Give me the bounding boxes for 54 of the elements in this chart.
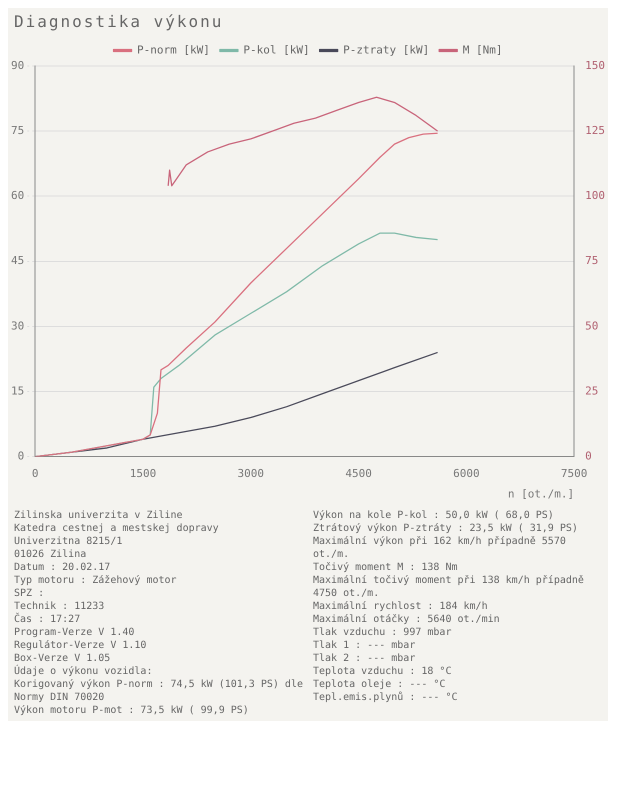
x-axis-title: n [ot./m.]: [508, 487, 574, 500]
legend-label: M [Nm]: [462, 43, 502, 56]
legend-label: P-kol [kW]: [243, 43, 310, 56]
y2-tick-label: 50: [585, 319, 598, 332]
y2-tick-label: 125: [585, 124, 606, 137]
text: Výkon na kole P-kol : 50,0 kW ( 68,0 PS): [313, 509, 555, 522]
text: SPZ :: [14, 587, 46, 600]
text: Katedra cestnej a mestskej dopravy: [14, 522, 220, 535]
text: Korigovaný výkon P-norm : 74,5 kW (101,3 PS) dle Normy DIN 70020: [14, 678, 303, 704]
text: 01026 Zilina: [14, 548, 88, 561]
x-tick-label: 0: [32, 467, 39, 480]
y-tick-label: 0: [18, 449, 24, 462]
text: Maximální točivý moment při 138 km/h případně 4750 ot./m.: [313, 574, 585, 600]
y-tick-label: 75: [10, 124, 24, 137]
legend-label: P-ztraty [kW]: [343, 43, 430, 56]
x-tick-label: 6000: [453, 467, 480, 480]
legend-label: P-norm [kW]: [137, 43, 210, 56]
x-tick-label: 3000: [238, 467, 264, 480]
x-tick-label: 4500: [345, 467, 372, 480]
y-tick-label: 90: [10, 58, 24, 72]
y-tick-label: 30: [10, 319, 24, 332]
text: Maximální výkon při 162 km/h případně 5570 ot./m.: [313, 535, 567, 561]
text: Tepl.emis.plynů : --- °C: [313, 691, 458, 704]
text: Točivý moment M : 138 Nm: [313, 561, 458, 574]
text: Program-Verze V 1.40: [14, 626, 136, 639]
text: Ztrátový výkon P-ztráty : 23,5 kW ( 31,9 PS): [313, 522, 579, 535]
text: Tlak 1 : --- mbar: [313, 639, 416, 652]
text: Čas : 17:27: [14, 613, 82, 626]
text: Tlak 2 : --- mbar: [313, 652, 416, 665]
text: Údaje o výkonu vozidla:: [14, 665, 154, 678]
x-tick-label: 1500: [130, 467, 156, 480]
y-tick-label: 60: [10, 189, 24, 202]
text: Datum : 20.02.17: [14, 561, 112, 574]
text: Teplota oleje : --- °C: [313, 678, 446, 691]
text: Maximální otáčky : 5640 ot./min: [313, 613, 501, 626]
text: Regulátor-Verze V 1.10: [14, 639, 148, 652]
x-tick-label: 7500: [560, 467, 588, 480]
text: Technik : 11233: [14, 600, 106, 612]
y2-tick-label: 150: [585, 58, 606, 72]
text: Typ motoru : Zážehový motor: [14, 574, 178, 587]
text: Box-Verze V 1.05: [14, 652, 112, 664]
y2-tick-label: 0: [585, 449, 592, 462]
y-tick-label: 45: [10, 254, 24, 268]
text: Univerzitna 8215/1: [14, 535, 124, 548]
text: Teplota vzduchu : 18 °C: [313, 665, 452, 678]
y2-tick-label: 25: [585, 384, 598, 398]
text: Tlak vzduchu : 997 mbar: [313, 626, 452, 639]
chart-title: Diagnostika výkonu: [13, 11, 224, 33]
y2-tick-label: 75: [585, 254, 598, 268]
text: Maximální rychlost : 184 km/h: [313, 600, 489, 613]
text: Zilinska univerzita v Ziline: [14, 509, 184, 522]
text: Výkon motoru P-mot : 73,5 kW ( 99,9 PS): [14, 704, 250, 717]
y-tick-label: 15: [10, 384, 24, 398]
y2-tick-label: 100: [585, 189, 606, 202]
